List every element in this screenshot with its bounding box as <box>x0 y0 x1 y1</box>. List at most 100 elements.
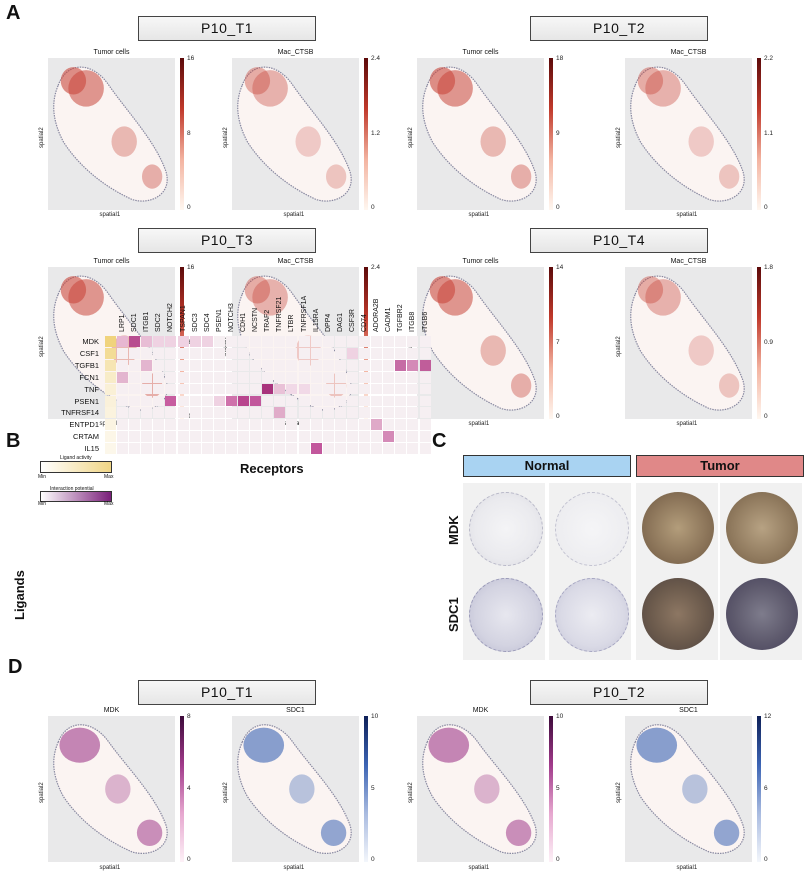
heatmap-cell <box>286 419 298 431</box>
heatmap-cell <box>371 431 383 443</box>
tumor-plot-title: Tumor cells <box>93 49 130 56</box>
legend-ligand-bar <box>40 461 112 473</box>
heatmap-cell <box>359 383 371 395</box>
sdc1-plot-title: SDC1 <box>679 707 698 714</box>
mdk-plot-title: MDK <box>103 707 120 714</box>
heatmap-cell <box>177 395 189 407</box>
receptor-label: TGFBR2 <box>397 304 405 332</box>
heatmap-cell <box>419 431 431 443</box>
heatmap-cell <box>165 371 177 383</box>
heatmap-cell <box>407 431 419 443</box>
heatmap-cell <box>238 395 250 407</box>
heatmap-cell <box>274 407 286 419</box>
heatmap-cell <box>274 359 286 371</box>
heatmap-cell <box>322 347 334 359</box>
heatmap-cell <box>419 419 431 431</box>
ihc-tumor-sdc1-2 <box>726 578 798 650</box>
heatmap-cell <box>359 371 371 383</box>
panel-label-a: A <box>6 2 21 24</box>
colorbar-zero: 0 <box>556 856 560 863</box>
colorbar <box>757 716 761 862</box>
y-axis-label: spatial2 <box>39 127 45 148</box>
sample-title-box: P10_T1 <box>138 680 316 705</box>
heatmap-cell <box>322 407 334 419</box>
receptor-label: NOTCH3 <box>227 303 235 332</box>
heatmap-cell <box>346 419 358 431</box>
heatmap-cell <box>153 336 165 347</box>
ligand-activity-cell <box>105 407 116 419</box>
heatmap-cell <box>189 371 201 383</box>
heatmap-cell <box>213 419 225 431</box>
normal-header: Normal <box>463 455 631 477</box>
heatmap-cell <box>177 419 189 431</box>
heatmap-cell <box>383 443 395 454</box>
heatmap-cell <box>213 431 225 443</box>
colorbar-zero: 0 <box>187 856 191 863</box>
heatmap-cell <box>250 359 262 371</box>
heatmap-cell <box>201 347 213 359</box>
colorbar-mid: 5 <box>371 785 375 792</box>
receptor-label: LRP1 <box>119 314 126 332</box>
heatmap-cell <box>395 395 407 407</box>
heatmap-cell <box>189 419 201 431</box>
heatmap-cell <box>383 431 395 443</box>
heatmap-cell <box>213 336 225 347</box>
heatmap-cell <box>250 419 262 431</box>
receptor-label: CSF3R <box>348 309 356 332</box>
heatmap-cell <box>153 407 165 419</box>
colorbar <box>180 716 184 862</box>
y-axis-label: spatial2 <box>39 782 45 803</box>
ligand-activity-cell <box>105 336 116 347</box>
heatmap-cell <box>238 419 250 431</box>
heatmap-cell <box>250 336 262 347</box>
receptor-label: DAG1 <box>336 312 344 332</box>
heatmap-cell <box>201 407 213 419</box>
heatmap-cell <box>274 419 286 431</box>
heatmap-cell <box>189 359 201 371</box>
heatmap-cell <box>322 395 334 407</box>
heatmap-cell <box>238 443 250 454</box>
heatmap-cell <box>334 336 346 347</box>
tumor-plot-title: Tumor cells <box>462 258 499 265</box>
ihc-tumor-sdc1-1 <box>642 578 714 650</box>
heatmap-cell <box>201 371 213 383</box>
heatmap-cell <box>383 419 395 431</box>
colorbar-mid: 7 <box>556 339 560 346</box>
heatmap-cell <box>346 347 358 359</box>
colorbar-mid: 4 <box>187 785 191 792</box>
x-axis-label: spatial1 <box>99 865 121 871</box>
ligands-title: Ligands <box>12 570 27 620</box>
heatmap-cell <box>298 359 310 371</box>
heatmap-cell <box>371 419 383 431</box>
receptor-label: DPP4 <box>324 313 332 332</box>
heatmap-cell <box>359 395 371 407</box>
heatmap-cell <box>117 407 129 419</box>
y-axis-label: spatial2 <box>616 782 622 803</box>
receptor-label: TRAF2 <box>264 309 272 332</box>
heatmap-cell <box>298 395 310 407</box>
heatmap-cell <box>346 336 358 347</box>
heatmap-cell <box>334 371 346 383</box>
receptor-label: TSPAN1 <box>179 305 187 332</box>
ihc-row-sdc1: SDC1 <box>446 597 461 632</box>
ligand-label: FCN1 <box>79 372 99 382</box>
heatmap-cell <box>225 431 237 443</box>
heatmap-cell <box>274 347 286 359</box>
heatmap-cell <box>383 359 395 371</box>
ihc-normal-sdc1-1 <box>469 578 543 652</box>
colorbar-zero: 0 <box>187 204 191 211</box>
heatmap-cell <box>310 395 322 407</box>
heatmap-cell <box>129 371 141 383</box>
heatmap-cell <box>213 347 225 359</box>
heatmap-cell <box>189 431 201 443</box>
heatmap-cell <box>407 383 419 395</box>
heatmap-cell <box>201 395 213 407</box>
heatmap-cell <box>322 336 334 347</box>
heatmap-cell <box>225 336 237 347</box>
panel-label-d: D <box>8 656 23 678</box>
heatmap-cell <box>129 383 141 395</box>
heatmap-cell <box>395 419 407 431</box>
colorbar-max: 16 <box>187 55 195 62</box>
heatmap-cell <box>189 407 201 419</box>
legend-interaction-max: Max <box>104 501 114 507</box>
